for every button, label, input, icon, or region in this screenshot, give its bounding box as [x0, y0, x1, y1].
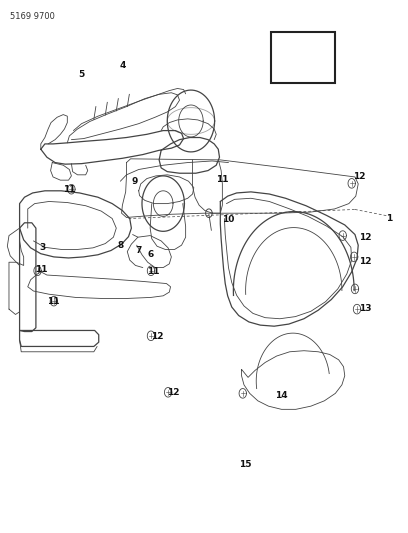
Text: 5169 9700: 5169 9700	[10, 12, 55, 21]
Text: 14: 14	[275, 391, 288, 400]
Text: 13: 13	[359, 304, 371, 312]
Text: 8: 8	[117, 241, 124, 249]
Text: 6: 6	[148, 251, 154, 259]
Text: 4: 4	[119, 61, 126, 70]
Text: 11: 11	[216, 175, 228, 184]
Text: 3: 3	[40, 244, 46, 252]
Text: 11: 11	[63, 185, 75, 193]
Text: 7: 7	[135, 246, 142, 255]
Bar	[271, 32, 335, 83]
Text: 9: 9	[131, 177, 138, 185]
Text: 5: 5	[78, 70, 85, 79]
Text: 11: 11	[47, 297, 59, 305]
Text: 1: 1	[386, 214, 393, 223]
Text: 2: 2	[319, 63, 326, 72]
Text: 11: 11	[147, 268, 159, 276]
Text: 15: 15	[239, 461, 251, 469]
Text: 2: 2	[319, 67, 326, 76]
Text: 11: 11	[35, 265, 47, 273]
Text: 10: 10	[222, 215, 235, 224]
Text: 12: 12	[151, 333, 163, 341]
Text: 12: 12	[167, 389, 180, 397]
Text: 12: 12	[359, 257, 371, 265]
Text: 12: 12	[359, 233, 371, 241]
Text: 12: 12	[353, 173, 365, 181]
